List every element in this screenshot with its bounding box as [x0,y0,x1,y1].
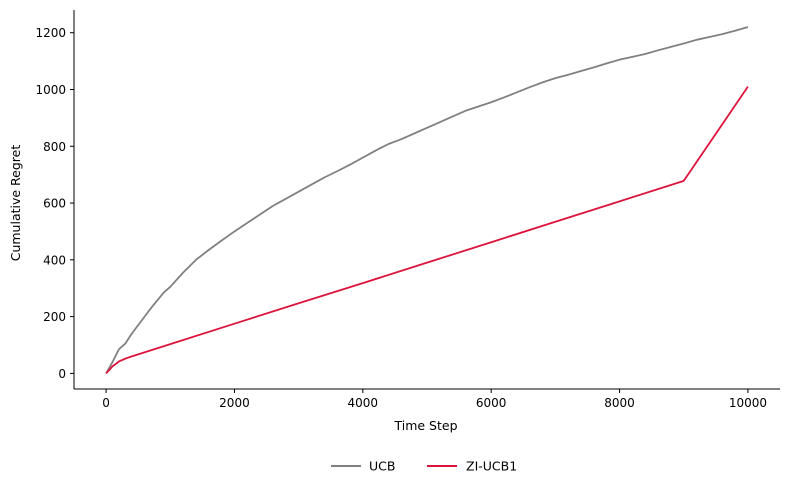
y-tick-label: 0 [58,367,66,381]
y-tick-label: 400 [43,253,66,267]
y-tick-label: 600 [43,197,66,211]
series-lines [105,26,749,375]
y-tick-label: 1200 [35,26,66,40]
x-axis-ticks: 0 2000 4000 6000 8000 10000 [102,389,767,410]
x-tick-label: 4000 [348,396,379,410]
x-tick-label: 6000 [476,396,507,410]
y-axis-title: Cumulative Regret [8,145,23,262]
axes: 0 2000 4000 6000 8000 10000 0 200 400 600 800 1000… [35,10,780,410]
legend-label-zi-ucb1: ZI-UCB1 [466,459,517,474]
x-tick-label: 10000 [729,396,767,410]
legend-label-ucb: UCB [369,459,395,474]
y-tick-label: 200 [43,310,66,324]
series-line-zi-ucb1 [105,86,749,375]
x-tick-label: 0 [102,396,110,410]
y-axis-ticks: 0 200 400 600 800 1000 1200 [35,26,74,381]
legend: UCB ZI-UCB1 [331,459,517,474]
x-axis-title: Time Step [393,418,457,433]
y-tick-label: 1000 [35,83,66,97]
x-tick-label: 2000 [219,396,250,410]
x-tick-label: 8000 [604,396,635,410]
y-tick-label: 800 [43,140,66,154]
series-line-ucb [105,26,749,374]
